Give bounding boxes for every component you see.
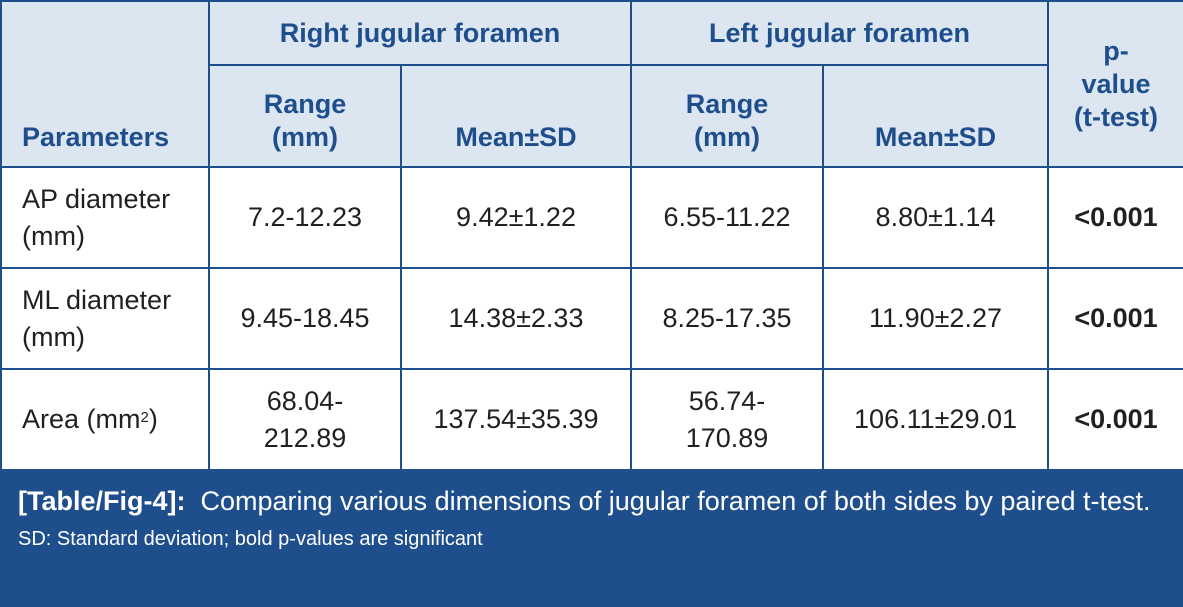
range-line-1: 56.74- — [688, 385, 766, 416]
header-left-range-line-2: (mm) — [694, 122, 761, 152]
table-row: AP diameter (mm) 7.2-12.23 9.42±1.22 6.5… — [0, 166, 1183, 269]
range-line-2: 170.89 — [685, 422, 769, 453]
caption-label: [Table/Fig-4]: — [18, 486, 186, 516]
figure-caption: [Table/Fig-4]: Comparing various dimensi… — [0, 470, 1183, 607]
header-left-jugular-foramen: Left jugular foramen — [630, 0, 1050, 66]
row-area-left-mean: 106.11±29.01 — [822, 368, 1050, 471]
row-ap-right-range: 7.2-12.23 — [208, 166, 402, 269]
row-ml-left-mean: 11.90±2.27 — [822, 267, 1050, 370]
header-parameters: Parameters — [0, 0, 210, 168]
header-left-mean-sd: Mean±SD — [822, 64, 1050, 168]
header-right-range: Range (mm) — [208, 64, 402, 168]
param-line-1: ML diameter — [22, 284, 172, 315]
row-ml-p-value: <0.001 — [1047, 267, 1183, 370]
row-ap-p-value: <0.001 — [1047, 166, 1183, 269]
row-area-right-mean: 137.54±35.39 — [399, 368, 633, 471]
area-label-suffix: ) — [148, 404, 158, 434]
header-p-value: p- value (t-test) — [1047, 0, 1183, 168]
dimensions-table: Parameters Right jugular foramen Left ju… — [0, 0, 1183, 471]
row-ap-diameter-param: AP diameter (mm) — [0, 166, 210, 269]
header-left-range: Range (mm) — [630, 64, 825, 168]
header-right-range-line-2: (mm) — [272, 122, 338, 152]
row-ml-right-mean: 14.38±2.33 — [399, 267, 633, 370]
caption-note: SD: Standard deviation; bold p-values ar… — [18, 528, 483, 550]
row-area-param: Area (mm2) — [0, 368, 210, 471]
caption-text: Comparing various dimensions of jugular … — [200, 486, 1151, 516]
row-ml-left-range: 8.25-17.35 — [630, 267, 825, 370]
row-area-left-range: 56.74- 170.89 — [630, 368, 825, 471]
header-right-mean-sd: Mean±SD — [399, 64, 633, 168]
row-ml-right-range: 9.45-18.45 — [208, 267, 402, 370]
row-ml-diameter-param: ML diameter (mm) — [0, 267, 210, 370]
table-row: ML diameter (mm) 9.45-18.45 14.38±2.33 8… — [0, 267, 1183, 370]
param-line-1: AP diameter — [22, 183, 171, 214]
header-p-value-line-3: (t-test) — [1074, 101, 1158, 132]
header-p-value-line-2: value — [1081, 68, 1151, 99]
header-right-jugular-foramen: Right jugular foramen — [207, 0, 633, 66]
header-right-range-line-1: Range — [263, 89, 347, 119]
caption-main: [Table/Fig-4]: Comparing various dimensi… — [18, 484, 1163, 518]
param-line-2: (mm) — [22, 220, 85, 251]
param-line-2: (mm) — [22, 321, 85, 352]
range-line-1: 68.04- — [266, 385, 344, 416]
row-area-p-value: <0.001 — [1047, 368, 1183, 471]
area-superscript: 2 — [140, 409, 149, 426]
row-area-right-range: 68.04- 212.89 — [208, 368, 402, 471]
row-ap-left-mean: 8.80±1.14 — [822, 166, 1050, 269]
row-ap-left-range: 6.55-11.22 — [630, 166, 825, 269]
area-label-prefix: Area (mm — [22, 404, 141, 434]
header-left-range-line-1: Range — [685, 89, 769, 119]
header-p-value-line-1: p- — [1103, 35, 1129, 66]
row-ap-right-mean: 9.42±1.22 — [399, 166, 633, 269]
table-row: Area (mm2) 68.04- 212.89 137.54±35.39 56… — [0, 368, 1183, 471]
range-line-2: 212.89 — [263, 422, 347, 453]
